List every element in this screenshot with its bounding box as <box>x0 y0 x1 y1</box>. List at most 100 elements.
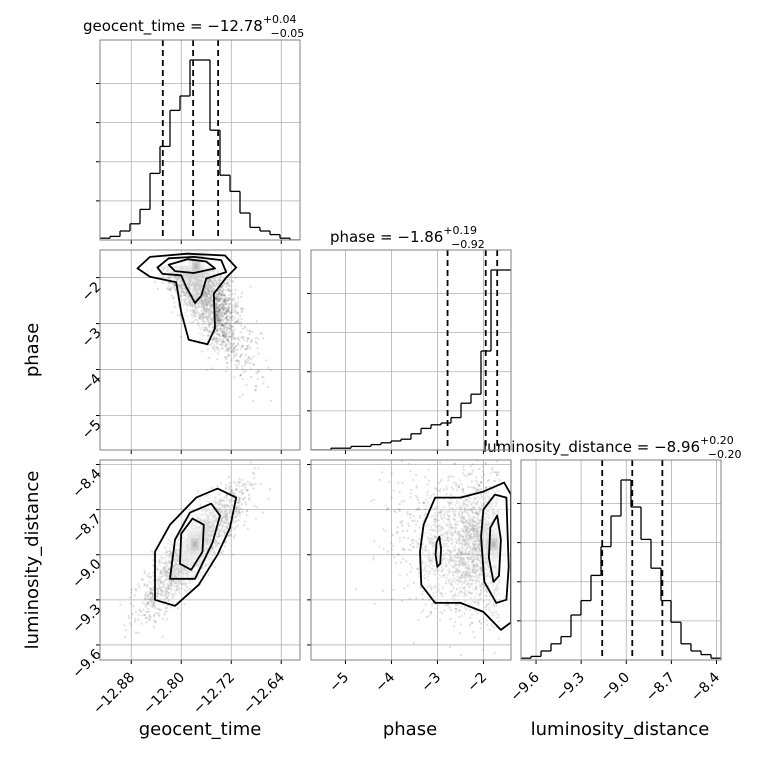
sample-point <box>196 290 200 293</box>
sample-point <box>194 294 197 297</box>
sample-point <box>150 268 153 272</box>
sample-point <box>207 308 211 311</box>
y-tick-label: −4 <box>79 371 105 397</box>
sample-point <box>206 309 209 312</box>
sample-point <box>188 282 191 285</box>
sample-point <box>216 340 219 343</box>
sample-point <box>196 273 200 276</box>
sample-point <box>178 571 181 575</box>
panel-phase-hist <box>307 249 512 454</box>
sample-point <box>231 343 234 347</box>
sample-point <box>174 276 177 280</box>
sample-point <box>194 306 197 309</box>
sample-point <box>247 344 250 347</box>
panel-title-phase: phase = −1.86+0.19 −0.92 <box>330 224 485 251</box>
sample-point <box>194 278 197 282</box>
sample-point <box>180 266 184 269</box>
sample-point <box>202 275 205 278</box>
sample-point <box>191 273 194 276</box>
sample-point <box>224 332 228 335</box>
sample-point <box>197 560 200 563</box>
sample-point <box>209 280 212 283</box>
sample-point <box>205 300 208 303</box>
sample-point <box>223 318 226 321</box>
sample-point <box>237 319 240 323</box>
sample-point <box>206 281 209 284</box>
sample-point <box>194 276 198 279</box>
sample-point <box>262 375 265 379</box>
sample-point <box>191 291 194 295</box>
sample-point <box>192 305 195 308</box>
sample-point <box>201 275 204 279</box>
sample-point <box>225 310 228 313</box>
sample-point <box>179 285 182 289</box>
sample-point <box>200 276 203 280</box>
sample-point <box>227 341 231 344</box>
sample-point <box>223 282 226 286</box>
sample-point <box>200 285 203 288</box>
sample-point <box>174 290 178 293</box>
sample-point <box>193 276 196 279</box>
sample-point <box>223 322 226 325</box>
sample-point <box>209 286 213 290</box>
sample-point <box>235 359 238 362</box>
sample-point <box>244 354 248 357</box>
sample-point <box>210 281 213 285</box>
sample-point <box>222 315 225 318</box>
sample-point <box>206 287 209 290</box>
sample-point <box>199 290 202 293</box>
sample-point <box>215 283 218 286</box>
sample-point <box>179 294 182 297</box>
sample-point <box>184 287 187 290</box>
sample-point <box>227 297 231 300</box>
sample-point <box>260 332 263 335</box>
sample-point <box>188 283 191 286</box>
sample-point <box>148 575 151 578</box>
sample-point <box>210 303 213 306</box>
sample-point <box>215 336 218 339</box>
sample-point <box>238 395 241 399</box>
sample-point <box>225 316 228 319</box>
sample-point <box>205 292 208 295</box>
sample-point <box>197 279 200 283</box>
sample-point <box>211 326 214 330</box>
sample-point <box>191 279 194 283</box>
sample-point <box>179 280 182 283</box>
sample-point <box>212 321 215 324</box>
sample-point <box>183 292 186 295</box>
sample-point <box>198 277 201 281</box>
sample-point <box>170 294 173 297</box>
sample-point <box>202 329 205 332</box>
sample-point <box>205 304 208 307</box>
sample-point <box>216 318 220 321</box>
sample-point <box>227 353 230 357</box>
sample-point <box>211 270 214 273</box>
sample-point <box>211 310 214 313</box>
sample-point <box>182 291 185 294</box>
sample-point <box>173 282 176 285</box>
sample-point <box>188 286 191 289</box>
sample-point <box>230 342 233 345</box>
sample-point <box>206 302 210 305</box>
sample-point <box>225 302 228 306</box>
sample-point <box>204 291 207 294</box>
sample-point <box>202 293 205 296</box>
sample-point <box>195 307 198 310</box>
sample-point <box>200 279 203 282</box>
sample-point <box>210 293 213 296</box>
sample-point <box>212 287 215 290</box>
sample-point <box>129 602 132 605</box>
sample-point <box>222 308 226 311</box>
sample-point <box>199 281 202 285</box>
sample-point <box>231 338 234 341</box>
sample-point <box>181 283 184 286</box>
sample-point <box>207 281 210 284</box>
sample-point <box>200 278 203 281</box>
sample-point <box>189 265 193 269</box>
sample-point <box>189 284 192 287</box>
sample-point <box>220 327 224 331</box>
sample-point <box>163 613 166 616</box>
sample-point <box>252 483 255 486</box>
sample-point <box>222 293 226 297</box>
sample-point <box>218 304 221 307</box>
